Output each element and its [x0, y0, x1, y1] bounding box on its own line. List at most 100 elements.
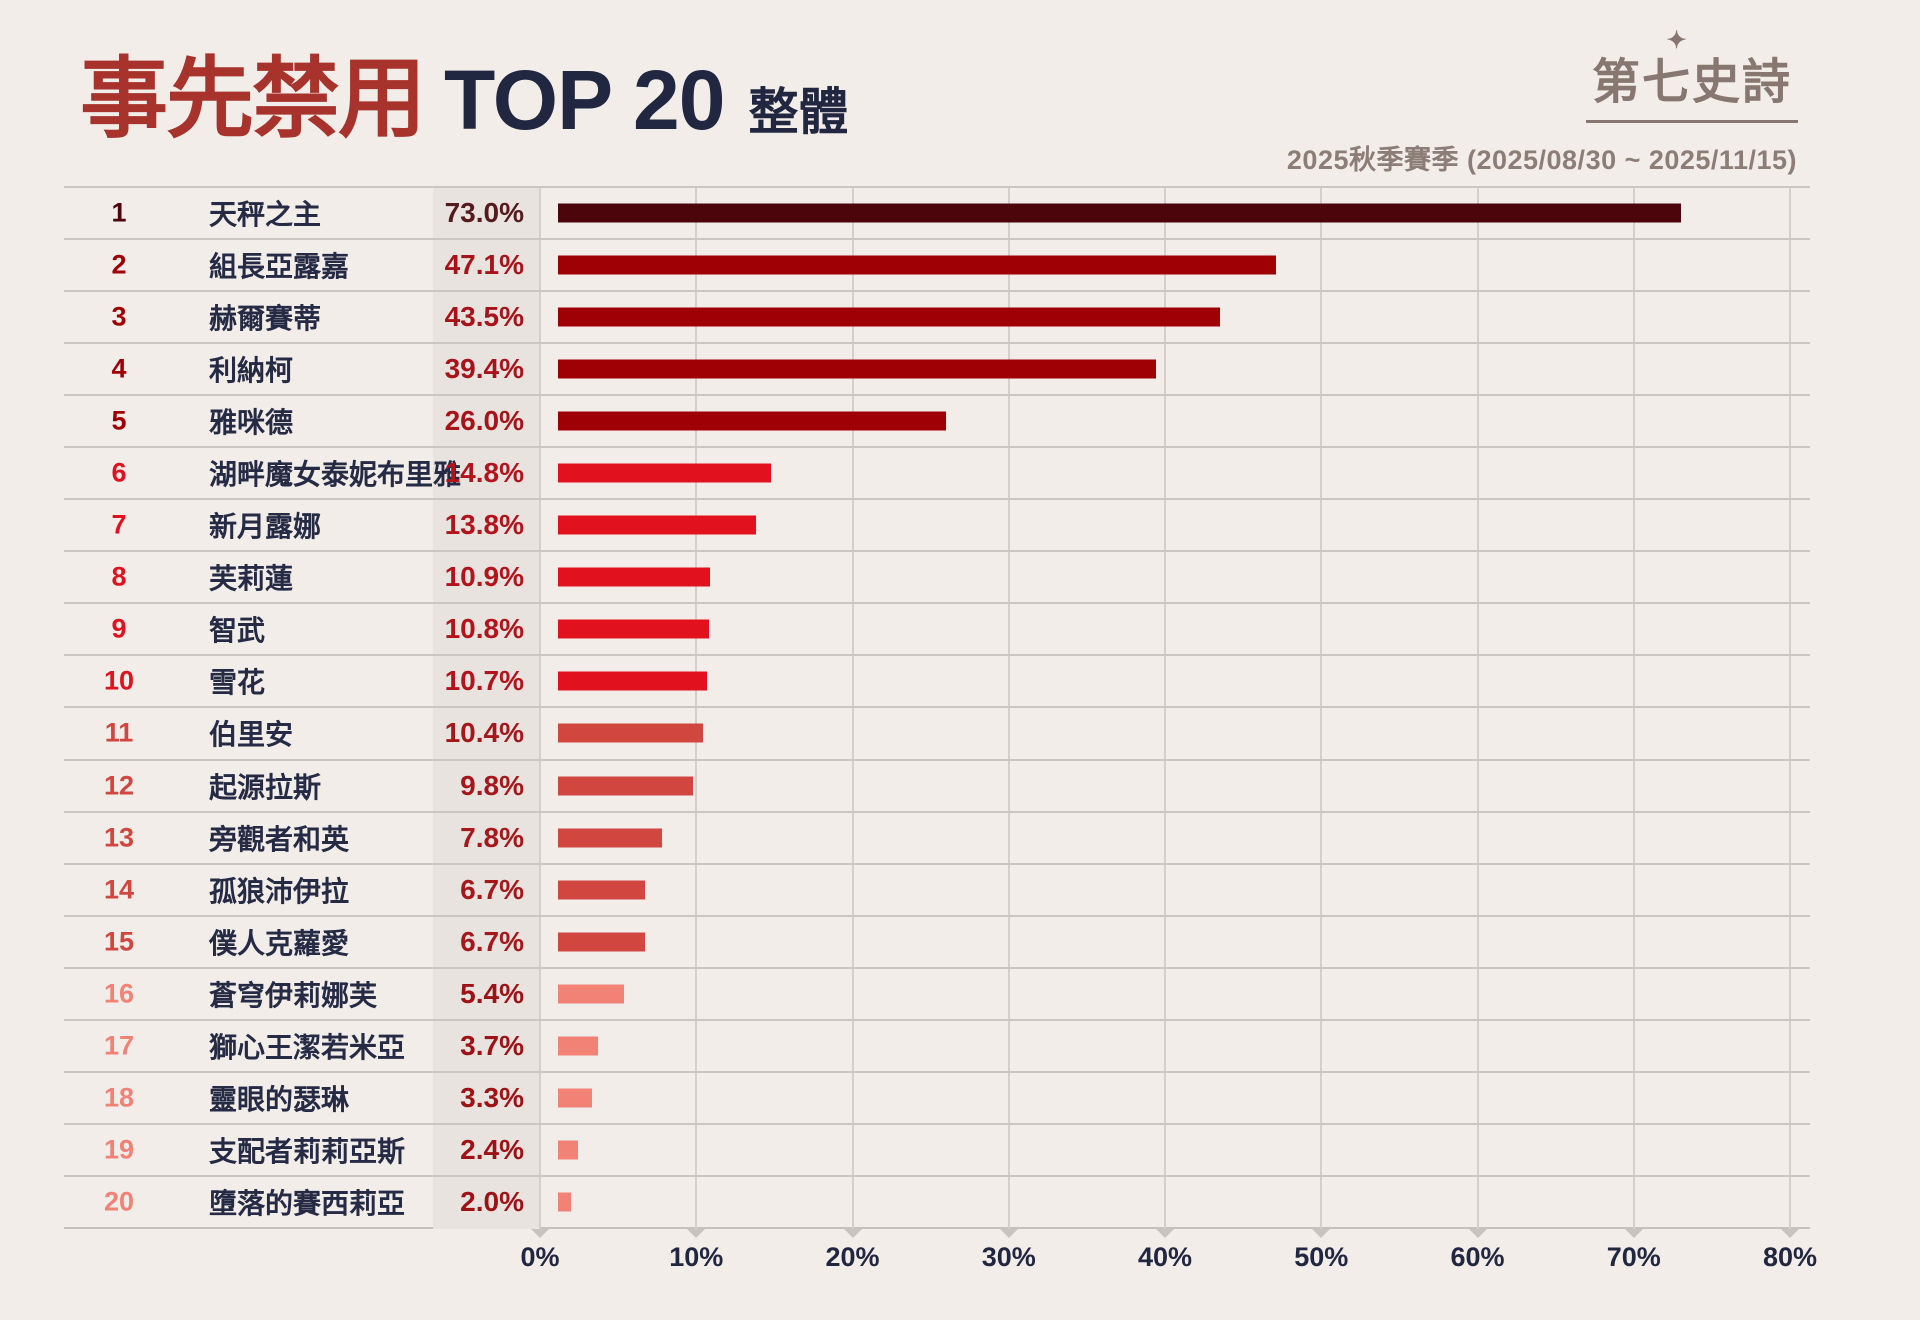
percent-bar	[558, 828, 662, 848]
chart-row: 17 獅心王潔若米亞 3.7%	[64, 1018, 1810, 1071]
percent-value: 9.8%	[460, 769, 524, 801]
character-name: 伯里安	[209, 719, 294, 751]
axis-tick-icon	[1156, 1229, 1174, 1238]
percent-value: 10.8%	[444, 613, 524, 645]
chart-row: 16 蒼穹伊莉娜芙 5.4%	[64, 966, 1810, 1019]
chart-row: 18 靈眼的瑟琳 3.3%	[64, 1070, 1810, 1123]
percent-bar	[558, 307, 1220, 327]
percent-value: 43.5%	[444, 301, 524, 333]
percent-value: 10.9%	[444, 561, 524, 593]
character-name: 旁觀者和英	[209, 823, 350, 855]
percent-bar	[558, 1140, 578, 1160]
chart-row: 12 起源拉斯 9.8%	[64, 758, 1810, 811]
percent-bar	[558, 932, 645, 952]
percent-value: 7.8%	[460, 821, 524, 853]
percent-value: 47.1%	[444, 249, 524, 281]
percent-bar	[558, 463, 772, 483]
axis-tick-label: 0%	[520, 1242, 560, 1272]
percent-value: 2.0%	[460, 1185, 524, 1217]
page-title-suffix: 整體	[748, 84, 849, 140]
character-name: 獅心王潔若米亞	[209, 1031, 406, 1063]
character-name: 孤狼沛伊拉	[209, 875, 350, 907]
percent-value: 2.4%	[460, 1133, 524, 1165]
rank-label: 18	[103, 1082, 135, 1113]
character-name: 天秤之主	[209, 199, 322, 231]
rank-label: 14	[103, 874, 135, 905]
rank-label: 13	[103, 822, 135, 853]
axis-tick-label: 10%	[669, 1242, 724, 1272]
percent-value: 6.7%	[460, 873, 524, 905]
axis-tick-label: 40%	[1137, 1242, 1193, 1272]
axis-tick-label: 80%	[1762, 1242, 1818, 1272]
percent-value: 10.7%	[444, 665, 524, 697]
rank-label: 20	[103, 1186, 135, 1217]
percent-bar	[558, 671, 708, 691]
rank-label: 6	[111, 457, 127, 488]
chart-row: 8 芙莉蓮 10.9%	[64, 550, 1810, 602]
percent-value: 5.4%	[460, 977, 524, 1009]
chart-row: 6 湖畔魔女泰妮布里雅 14.8%	[64, 446, 1810, 498]
chart-row: 19 支配者莉莉亞斯 2.4%	[64, 1122, 1810, 1175]
rank-label: 15	[103, 926, 135, 957]
season-subtitle: 2025秋季賽季 (2025/08/30 ~ 2025/11/15)	[1286, 145, 1797, 175]
character-name: 雪花	[209, 667, 266, 699]
character-name: 利納柯	[209, 355, 294, 387]
chart-rows: 1 天秤之主 73.0% 2 組長亞露嘉 47.1% 3 赫爾賽蒂 43.5% …	[64, 186, 1810, 1227]
percent-value: 3.3%	[460, 1081, 524, 1113]
chart-row: 4 利納柯 39.4%	[64, 342, 1810, 394]
axis-tick-icon	[999, 1229, 1018, 1238]
percent-value: 6.7%	[460, 925, 524, 957]
rank-label: 7	[111, 509, 127, 540]
character-name: 蒼穹伊莉娜芙	[209, 979, 378, 1011]
axis-tick-label: 20%	[825, 1242, 880, 1272]
character-name: 芙莉蓮	[209, 563, 294, 595]
percent-value: 13.8%	[444, 509, 524, 541]
logo-text: 第七史詩	[1591, 56, 1792, 109]
axis-tick-icon	[687, 1229, 706, 1238]
percent-value: 26.0%	[444, 405, 524, 437]
character-name: 墮落的賽西莉亞	[209, 1187, 406, 1219]
axis-tick-label: 30%	[981, 1242, 1036, 1272]
percent-bar	[558, 567, 711, 587]
page-title: 事先禁用 TOP 20 整體	[80, 28, 848, 155]
rank-label: 2	[111, 249, 127, 280]
percent-bar	[558, 359, 1156, 379]
axis-tick-label: 70%	[1606, 1242, 1661, 1272]
chart-row: 5 雅咪德 26.0%	[64, 394, 1810, 446]
percent-value: 73.0%	[444, 197, 524, 229]
rank-label: 9	[111, 613, 127, 644]
chart-row: 7 新月露娜 13.8%	[64, 498, 1810, 550]
character-name: 支配者莉莉亞斯	[209, 1135, 406, 1167]
percent-bar	[558, 880, 645, 900]
axis-tick-icon	[1468, 1229, 1487, 1238]
percent-value: 10.4%	[444, 717, 524, 749]
percent-bar	[558, 1088, 592, 1108]
chart-row: 9 智武 10.8%	[64, 602, 1810, 654]
preban-chart: 1 天秤之主 73.0% 2 組長亞露嘉 47.1% 3 赫爾賽蒂 43.5% …	[64, 186, 1817, 1272]
axis-tick-icon	[1312, 1229, 1331, 1238]
axis-tick-icon	[1624, 1229, 1643, 1238]
percent-value: 3.7%	[460, 1029, 524, 1061]
rank-label: 3	[111, 301, 127, 332]
chart-row: 15 僕人克蘿愛 6.7%	[64, 914, 1810, 967]
percent-bar	[558, 776, 694, 796]
chart-row: 11 伯里安 10.4%	[64, 706, 1810, 758]
rank-label: 5	[111, 405, 127, 436]
chart-row: 3 赫爾賽蒂 43.5%	[64, 290, 1810, 342]
rank-label: 1	[111, 197, 127, 228]
percent-bar	[558, 1036, 598, 1056]
percent-value: 14.8%	[444, 457, 524, 489]
page-title-main: TOP 20	[444, 53, 725, 147]
percent-bar	[558, 411, 947, 431]
chart-row: 20 墮落的賽西莉亞 2.0%	[64, 1174, 1810, 1227]
character-name: 智武	[209, 615, 266, 647]
page-title-red: 事先禁用	[80, 49, 426, 148]
character-name: 赫爾賽蒂	[209, 303, 322, 335]
axis-tick-icon	[843, 1229, 862, 1238]
rank-label: 10	[103, 665, 135, 696]
axis-tick-icon	[531, 1229, 549, 1238]
chart-row: 14 孤狼沛伊拉 6.7%	[64, 862, 1810, 915]
chart-row: 2 組長亞露嘉 47.1%	[64, 238, 1810, 290]
chart-row: 1 天秤之主 73.0%	[64, 186, 1810, 238]
character-name: 雅咪德	[209, 407, 294, 439]
